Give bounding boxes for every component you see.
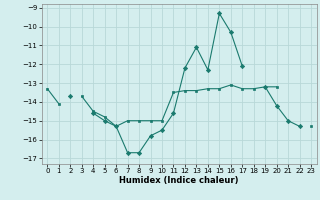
X-axis label: Humidex (Indice chaleur): Humidex (Indice chaleur) [119,176,239,185]
